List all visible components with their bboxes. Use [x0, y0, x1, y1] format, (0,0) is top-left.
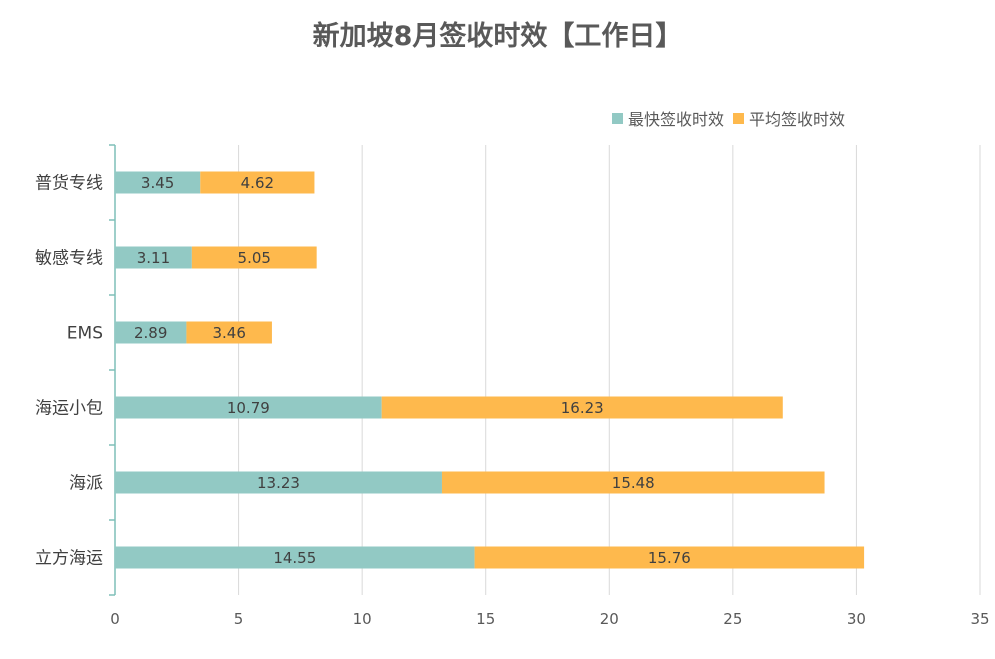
- x-tick-label: 35: [970, 610, 989, 628]
- data-label-fastest: 13.23: [257, 474, 300, 492]
- category-label: 海派: [69, 474, 103, 494]
- data-label-average: 16.23: [561, 399, 604, 417]
- data-label-fastest: 10.79: [227, 399, 270, 417]
- legend: 最快签收时效 平均签收时效: [612, 106, 854, 130]
- x-tick-label: 30: [847, 610, 866, 628]
- bar-fastest: [115, 471, 442, 494]
- legend-item-average: 平均签收时效: [733, 106, 845, 130]
- x-tick-label: 0: [110, 610, 120, 628]
- data-label-fastest: 3.11: [137, 249, 170, 267]
- legend-item-fastest: 最快签收时效: [612, 106, 724, 130]
- bar-fastest: [115, 171, 201, 194]
- x-tick-label: 25: [723, 610, 742, 628]
- category-label: 敏感专线: [35, 249, 103, 269]
- data-label-average: 5.05: [238, 249, 271, 267]
- chart-title: 新加坡8月签收时效【工作日】: [312, 21, 683, 52]
- bar-fastest: [115, 246, 192, 269]
- x-tick-label: 5: [234, 610, 244, 628]
- data-label-average: 4.62: [241, 174, 274, 192]
- legend-swatch-average: [733, 112, 745, 124]
- bar-average: [186, 321, 272, 344]
- bar-average: [474, 546, 865, 569]
- legend-label-average: 平均签收时效: [749, 110, 846, 129]
- data-label-average: 3.46: [212, 324, 245, 342]
- category-label: EMS: [67, 324, 103, 344]
- data-label-fastest: 3.45: [141, 174, 174, 192]
- x-tick-label: 10: [353, 610, 372, 628]
- bar-average: [441, 471, 825, 494]
- bar-average: [381, 396, 783, 419]
- bar-fastest: [115, 546, 475, 569]
- bar-fastest: [115, 321, 187, 344]
- bar-average: [191, 246, 317, 269]
- data-label-average: 15.48: [612, 474, 655, 492]
- data-label-fastest: 2.89: [134, 324, 167, 342]
- data-label-fastest: 14.55: [273, 549, 316, 567]
- bar-fastest: [115, 396, 382, 419]
- data-label-average: 15.76: [648, 549, 691, 567]
- category-label: 普货专线: [35, 174, 103, 194]
- x-tick-label: 20: [600, 610, 619, 628]
- category-label: 立方海运: [35, 549, 103, 569]
- category-label: 海运小包: [35, 399, 103, 419]
- legend-label-fastest: 最快签收时效: [628, 110, 725, 129]
- x-tick-label: 15: [476, 610, 495, 628]
- legend-swatch-fastest: [612, 112, 623, 124]
- bar-average: [200, 171, 315, 194]
